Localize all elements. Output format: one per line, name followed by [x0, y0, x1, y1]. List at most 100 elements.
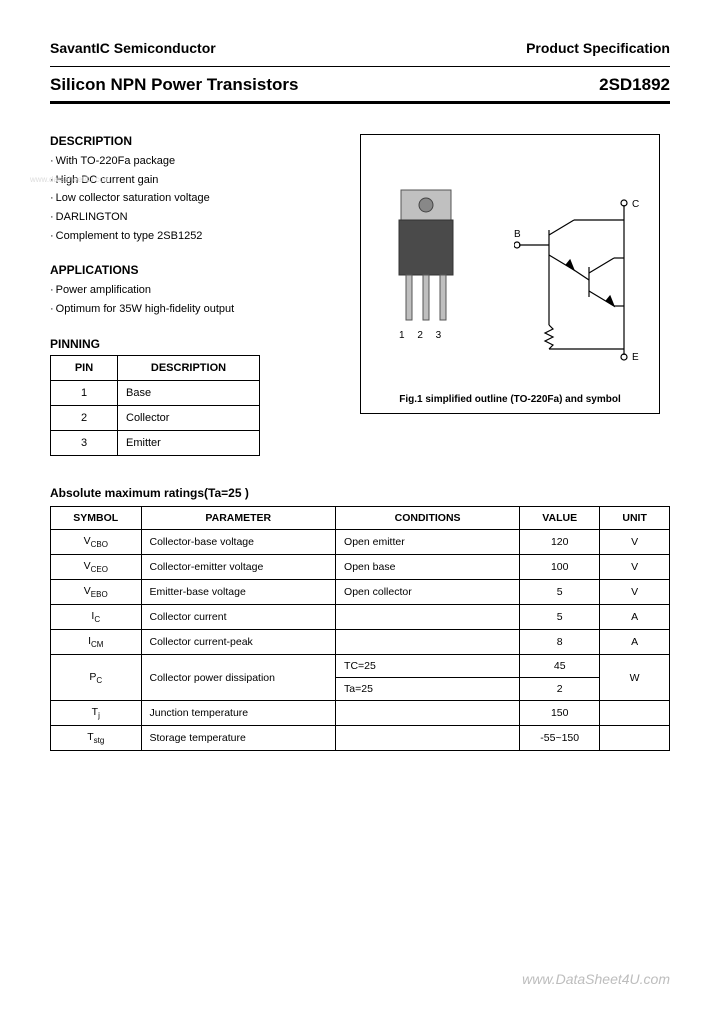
pinning-table: PIN DESCRIPTION 1 Base 2 Collector 3 Emi…: [50, 355, 260, 456]
param-cell: Collector current-peak: [141, 630, 336, 655]
table-row: PC Collector power dissipation TC=25 45 …: [51, 655, 670, 678]
ratings-table: SYMBOL PARAMETER CONDITIONS VALUE UNIT V…: [50, 506, 670, 752]
value-cell: 5: [520, 580, 600, 605]
table-row: PIN DESCRIPTION: [51, 355, 260, 380]
unit-cell: V: [600, 580, 670, 605]
table-row: Tstg Storage temperature -55~150: [51, 726, 670, 751]
ratings-heading: Absolute maximum ratings(Ta=25 ): [50, 486, 670, 500]
value-cell: -55~150: [520, 726, 600, 751]
pin-labels-text: 1 2 3: [399, 330, 446, 341]
desc-item: DARLINGTON: [50, 208, 340, 227]
symbol-cell: Tj: [51, 701, 142, 726]
desc-item: Complement to type 2SB1252: [50, 227, 340, 246]
terminal-c: C: [632, 199, 639, 210]
figure-box: 1 2 3: [360, 134, 660, 414]
cond-cell: [336, 726, 520, 751]
value-cell: 120: [520, 529, 600, 554]
col-conditions: CONDITIONS: [336, 506, 520, 529]
desc-item: With TO-220Fa package: [50, 152, 340, 171]
pin-cell: 3: [51, 430, 118, 455]
value-cell: 100: [520, 554, 600, 579]
unit-cell: [600, 701, 670, 726]
pinning-heading: PINNING: [50, 337, 340, 351]
symbol-cell: Tstg: [51, 726, 142, 751]
page: SavantIC Semiconductor Product Specifica…: [0, 0, 720, 1012]
col-parameter: PARAMETER: [141, 506, 336, 529]
unit-cell: A: [600, 605, 670, 630]
app-item: Power amplification: [50, 281, 340, 300]
terminal-e: E: [632, 352, 639, 363]
thin-rule: [50, 66, 670, 67]
app-item: Optimum for 35W high-fidelity output: [50, 300, 340, 319]
param-cell: Emitter-base voltage: [141, 580, 336, 605]
value-cell: 5: [520, 605, 600, 630]
table-row: Tj Junction temperature 150: [51, 701, 670, 726]
param-cell: Collector power dissipation: [141, 655, 336, 701]
table-row: 2 Collector: [51, 405, 260, 430]
symbol-cell: VEBO: [51, 580, 142, 605]
symbol-cell: PC: [51, 655, 142, 701]
cond-cell: TC=25: [336, 655, 520, 678]
description-heading: DESCRIPTION: [50, 134, 340, 148]
value-cell: 45: [520, 655, 600, 678]
unit-cell: [600, 726, 670, 751]
symbol-cell: VCEO: [51, 554, 142, 579]
company-name: SavantIC Semiconductor: [50, 40, 216, 56]
watermark-top: www.datasheet4u.com: [30, 175, 111, 184]
table-row: SYMBOL PARAMETER CONDITIONS VALUE UNIT: [51, 506, 670, 529]
pin-cell: 2: [51, 405, 118, 430]
param-cell: Collector-emitter voltage: [141, 554, 336, 579]
pin-cell: 1: [51, 380, 118, 405]
col-desc: DESCRIPTION: [118, 355, 260, 380]
figure-caption: Fig.1 simplified outline (TO-220Fa) and …: [361, 394, 659, 405]
cond-cell: Open emitter: [336, 529, 520, 554]
col-unit: UNIT: [600, 506, 670, 529]
unit-cell: A: [600, 630, 670, 655]
table-row: VEBO Emitter-base voltage Open collector…: [51, 580, 670, 605]
header-row: SavantIC Semiconductor Product Specifica…: [50, 40, 670, 56]
table-row: 1 Base: [51, 380, 260, 405]
value-cell: 150: [520, 701, 600, 726]
part-number: 2SD1892: [599, 75, 670, 95]
content-row: DESCRIPTION With TO-220Fa package High D…: [50, 134, 670, 456]
unit-cell: W: [600, 655, 670, 701]
cond-cell: [336, 701, 520, 726]
param-cell: Junction temperature: [141, 701, 336, 726]
col-pin: PIN: [51, 355, 118, 380]
table-row: VCBO Collector-base voltage Open emitter…: [51, 529, 670, 554]
value-cell: 8: [520, 630, 600, 655]
applications-heading: APPLICATIONS: [50, 263, 340, 277]
symbol-cell: ICM: [51, 630, 142, 655]
table-row: 3 Emitter: [51, 430, 260, 455]
pin-desc-cell: Collector: [118, 405, 260, 430]
package-outline-icon: [391, 185, 461, 325]
symbol-cell: VCBO: [51, 529, 142, 554]
cond-cell: [336, 630, 520, 655]
thick-rule: [50, 101, 670, 104]
watermark-bottom: www.DataSheet4U.com: [522, 971, 670, 987]
param-cell: Collector current: [141, 605, 336, 630]
applications-list: Power amplification Optimum for 35W high…: [50, 281, 340, 318]
cond-cell: Ta=25: [336, 678, 520, 701]
cond-cell: [336, 605, 520, 630]
unit-cell: V: [600, 554, 670, 579]
param-cell: Collector-base voltage: [141, 529, 336, 554]
doc-type: Product Specification: [526, 40, 670, 56]
cond-cell: Open base: [336, 554, 520, 579]
desc-item: Low collector saturation voltage: [50, 189, 340, 208]
unit-cell: V: [600, 529, 670, 554]
product-line: Silicon NPN Power Transistors: [50, 75, 298, 95]
darlington-symbol-icon: C B E: [514, 195, 644, 365]
cond-cell: Open collector: [336, 580, 520, 605]
table-row: IC Collector current 5 A: [51, 605, 670, 630]
col-value: VALUE: [520, 506, 600, 529]
pin-desc-cell: Base: [118, 380, 260, 405]
terminal-b: B: [514, 229, 521, 240]
title-row: Silicon NPN Power Transistors 2SD1892: [50, 75, 670, 95]
param-cell: Storage temperature: [141, 726, 336, 751]
table-row: ICM Collector current-peak 8 A: [51, 630, 670, 655]
col-symbol: SYMBOL: [51, 506, 142, 529]
value-cell: 2: [520, 678, 600, 701]
description-list: With TO-220Fa package High DC current ga…: [50, 152, 340, 245]
symbol-cell: IC: [51, 605, 142, 630]
